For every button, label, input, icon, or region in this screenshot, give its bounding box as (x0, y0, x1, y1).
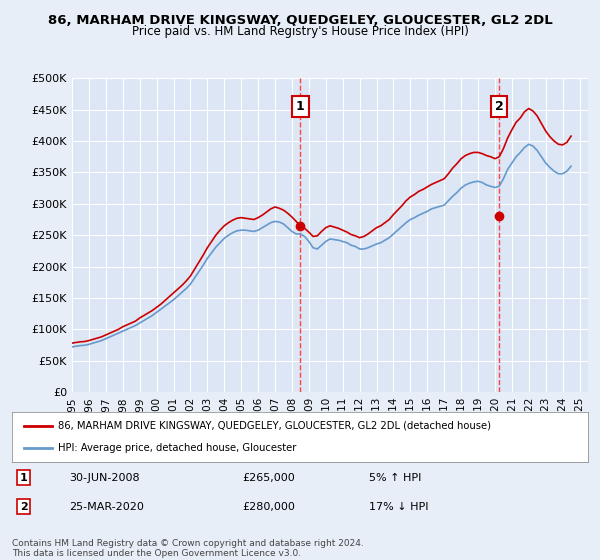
Text: 1: 1 (296, 100, 305, 113)
Text: £280,000: £280,000 (242, 502, 295, 512)
Text: 1: 1 (20, 473, 28, 483)
Text: 86, MARHAM DRIVE KINGSWAY, QUEDGELEY, GLOUCESTER, GL2 2DL (detached house): 86, MARHAM DRIVE KINGSWAY, QUEDGELEY, GL… (58, 421, 491, 431)
Text: Contains HM Land Registry data © Crown copyright and database right 2024.
This d: Contains HM Land Registry data © Crown c… (12, 539, 364, 558)
Text: HPI: Average price, detached house, Gloucester: HPI: Average price, detached house, Glou… (58, 443, 296, 453)
Text: 25-MAR-2020: 25-MAR-2020 (70, 502, 145, 512)
Text: Price paid vs. HM Land Registry's House Price Index (HPI): Price paid vs. HM Land Registry's House … (131, 25, 469, 38)
Text: 17% ↓ HPI: 17% ↓ HPI (369, 502, 428, 512)
Text: 5% ↑ HPI: 5% ↑ HPI (369, 473, 421, 483)
Text: 30-JUN-2008: 30-JUN-2008 (70, 473, 140, 483)
Text: 86, MARHAM DRIVE KINGSWAY, QUEDGELEY, GLOUCESTER, GL2 2DL: 86, MARHAM DRIVE KINGSWAY, QUEDGELEY, GL… (47, 14, 553, 27)
Text: 2: 2 (20, 502, 28, 512)
Text: 2: 2 (495, 100, 503, 113)
Text: £265,000: £265,000 (242, 473, 295, 483)
